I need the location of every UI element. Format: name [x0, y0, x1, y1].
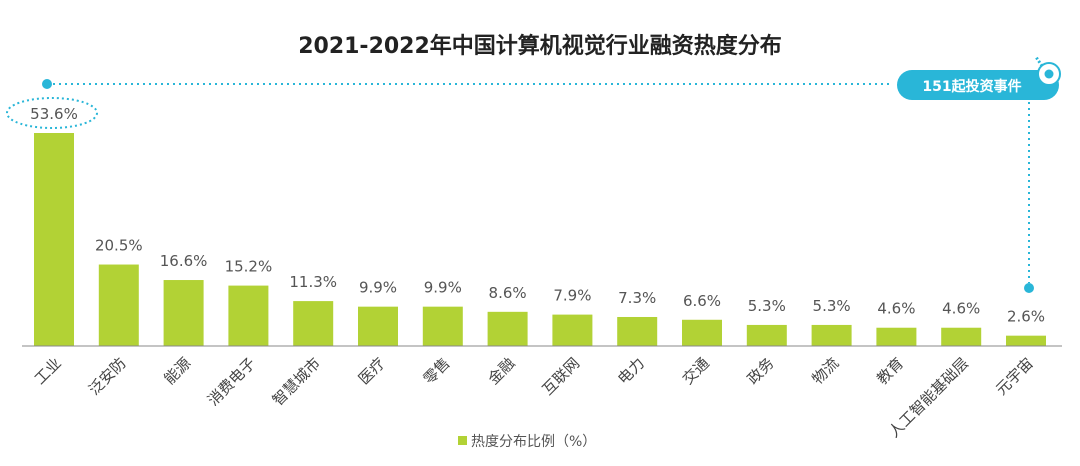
bar-15: [1006, 335, 1046, 346]
highlight-ellipse: [6, 97, 98, 129]
bar-5: [358, 306, 398, 346]
category-label-10: 交通: [679, 354, 713, 388]
category-label-2: 能源: [160, 354, 194, 388]
annotation-text: 151起投资事件: [922, 78, 1021, 95]
category-label-11: 政务: [744, 354, 778, 388]
chart-title: 2021-2022年中国计算机视觉行业融资热度分布: [298, 34, 782, 59]
category-label-12: 物流: [808, 354, 842, 388]
category-label-8: 互联网: [539, 354, 584, 399]
value-label-7: 8.6%: [489, 284, 527, 302]
annotation-badge: [897, 70, 1059, 100]
value-label-12: 5.3%: [813, 297, 851, 315]
magnifier-icon: [1034, 56, 1061, 86]
value-label-9: 7.3%: [618, 289, 656, 307]
category-label-15: 元宇宙: [992, 354, 1037, 399]
category-label-4: 智慧城市: [269, 354, 324, 409]
bar-6: [422, 306, 463, 346]
bar-10: [682, 319, 722, 346]
value-label-2: 16.6%: [160, 252, 208, 270]
value-label-0: 53.6%: [30, 105, 78, 123]
category-label-3: 消费电子: [204, 354, 259, 409]
category-label-9: 电力: [614, 354, 648, 388]
category-label-5: 医疗: [355, 354, 389, 388]
category-label-7: 金融: [484, 354, 518, 388]
legend-label: 热度分布比例（%）: [471, 434, 596, 450]
value-label-6: 9.9%: [424, 279, 462, 297]
category-label-6: 零售: [420, 354, 454, 388]
legend-swatch: [458, 436, 467, 445]
bar-9: [617, 316, 658, 346]
bar-13: [876, 327, 917, 346]
value-label-4: 11.3%: [289, 273, 337, 291]
value-label-15: 2.6%: [1007, 308, 1045, 326]
bar-3: [228, 285, 269, 346]
bar-1: [98, 264, 139, 346]
category-label-0: 工业: [31, 354, 65, 388]
bar-7: [487, 311, 528, 346]
bar-11: [746, 324, 787, 346]
bar-2: [163, 280, 204, 346]
value-label-11: 5.3%: [748, 297, 786, 315]
category-label-1: 泛安防: [85, 354, 130, 399]
value-label-1: 20.5%: [95, 237, 143, 255]
value-label-3: 15.2%: [225, 258, 273, 276]
category-label-13: 教育: [873, 354, 907, 388]
bar-14: [941, 327, 982, 346]
bar-4: [293, 301, 334, 346]
value-label-14: 4.6%: [942, 300, 980, 318]
bar-0: [34, 133, 74, 346]
value-label-5: 9.9%: [359, 279, 397, 297]
bars-layer: 53.6% 工业 20.5% 泛安防 16.6% 能源 15.2% 消费电子 11.3% 智慧城市…: [30, 105, 1046, 441]
annotation-dot-left: [42, 79, 52, 89]
value-label-10: 6.6%: [683, 292, 721, 310]
value-label-13: 4.6%: [877, 300, 915, 318]
bar-12: [811, 324, 852, 346]
value-label-8: 7.9%: [553, 287, 591, 305]
annotation-dot-right: [1024, 283, 1034, 293]
bar-8: [552, 314, 593, 346]
